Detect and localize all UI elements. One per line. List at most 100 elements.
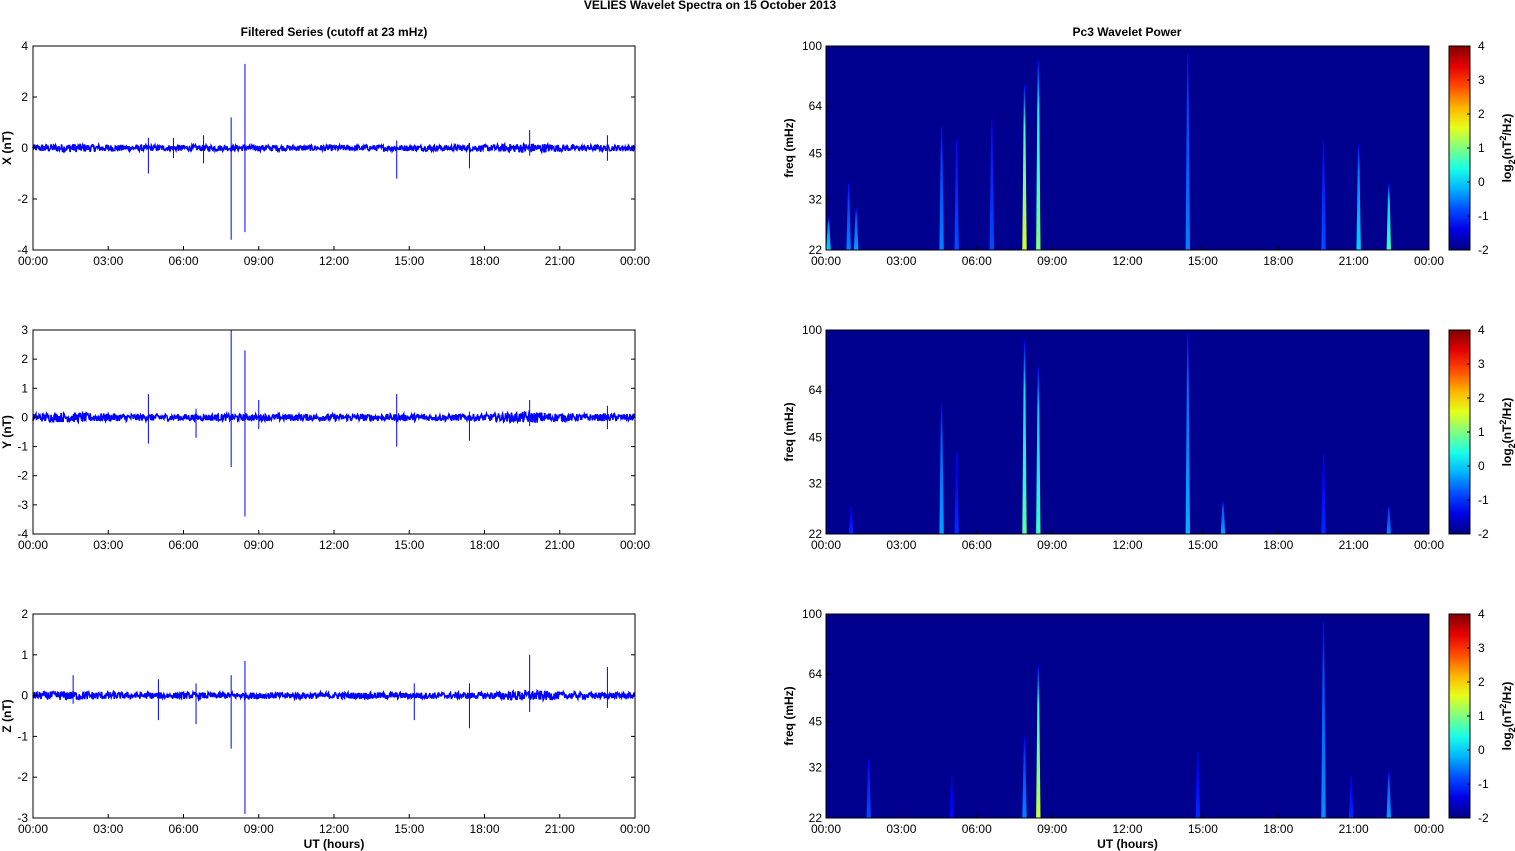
ytick-label: -4 [17,243,28,257]
power-streak-7 [1036,60,1041,251]
colorbar-tick-label: 0 [1478,175,1485,189]
colorbar-tick-label: 2 [1478,391,1485,405]
power-xtick-label: 15:00 [1188,254,1218,268]
colorbar-tick-label: 1 [1478,425,1485,439]
colorbar-tick-label: 2 [1478,107,1485,121]
power-xtick-label: 18:00 [1263,538,1293,552]
freq-tick-label: 22 [809,243,823,257]
power-streak-1 [949,776,954,818]
colorbar-label-part: log [1500,448,1514,466]
power-xtick-label: 03:00 [886,822,916,836]
ytick-label: -4 [17,527,28,541]
power-streak-8 [1386,506,1391,534]
freq-tick-label: 45 [809,431,823,445]
freq-tick-label: 100 [802,39,822,53]
power-streak-7 [1321,453,1326,534]
power-streak-5 [1321,620,1326,818]
power-background [826,46,1429,250]
power-streak-3 [939,126,944,250]
power-streak-1 [846,183,851,250]
power-background [826,330,1429,534]
power-xtick-label: 09:00 [1037,254,1067,268]
power-xtick-label: 00:00 [811,538,841,552]
power-streak-4 [1036,366,1041,534]
series-xtick-label: 12:00 [319,254,349,268]
series-xtick-label: 15:00 [394,538,424,552]
left-column-title: Filtered Series (cutoff at 23 mHz) [241,25,428,39]
freq-tick-label: 22 [809,811,823,825]
colorbar [1448,45,1471,251]
series-xtick-label: 21:00 [545,822,575,836]
ytick-label: -1 [17,729,28,743]
power-xtick-label: 12:00 [1112,822,1142,836]
power-xtick-label: 18:00 [1263,254,1293,268]
series-xtick-label: 09:00 [244,538,274,552]
ytick-label: 0 [21,410,28,424]
colorbar-label-part: log [1500,732,1514,750]
ytick-label: 2 [21,90,28,104]
colorbar-label-part: 2 [1507,727,1515,732]
colorbar-tick-label: 1 [1478,709,1485,723]
ytick-label: 0 [21,141,28,155]
series-xtick-label: 00:00 [18,254,48,268]
colorbar-tick-label: 4 [1478,607,1485,621]
colorbar-tick-label: -2 [1478,811,1489,825]
series-xtick-label: 12:00 [319,822,349,836]
series-trace-y [32,409,636,425]
power-xtick-label: 21:00 [1339,822,1369,836]
colorbar-label-part: 2 [1498,136,1508,141]
series-xtick-label: 18:00 [469,254,499,268]
power-streak-9 [1321,139,1326,250]
right-column-title: Pc3 Wavelet Power [1073,25,1182,39]
freq-axis-label: freq (mHz) [782,686,796,745]
series-xtick-label: 21:00 [545,538,575,552]
series-xtick-label: 21:00 [545,254,575,268]
power-background [826,614,1429,818]
series-xtick-label: 00:00 [18,822,48,836]
series-xtick-label: 03:00 [93,822,123,836]
power-streak-3 [1022,341,1027,534]
colorbar-tick-label: 0 [1478,743,1485,757]
colorbar-label-part: log [1500,164,1514,182]
power-streak-5 [1185,332,1190,534]
colorbar-label-part: 2 [1507,443,1515,448]
power-xtick-label: 18:00 [1263,822,1293,836]
colorbar-label-part: /Hz) [1500,682,1514,704]
power-streak-6 [1022,84,1027,250]
colorbar-label: log2(nT2/Hz) [1498,398,1515,467]
colorbar-label-part: 2 [1498,420,1508,425]
freq-tick-label: 64 [809,383,823,397]
power-xtick-label: 15:00 [1188,538,1218,552]
power-xtick-label: 06:00 [962,254,992,268]
series-xtick-label: 06:00 [168,822,198,836]
power-streak-8 [1185,52,1190,250]
power-streak-6 [1348,776,1354,818]
power-streak-0 [848,506,854,534]
power-streak-4 [954,139,959,250]
power-streak-5 [989,119,995,250]
power-xtick-label: 12:00 [1112,538,1142,552]
series-xtick-label: 15:00 [394,254,424,268]
freq-tick-label: 45 [809,715,823,729]
series-xtick-label: 18:00 [469,822,499,836]
colorbar-tick-label: 3 [1478,641,1485,655]
colorbar-tick-label: 4 [1478,323,1485,337]
freq-tick-label: 32 [809,761,823,775]
ytick-label: 3 [21,323,28,337]
series-trace-z [32,688,636,703]
colorbar [1448,329,1471,535]
series-xtick-label: 03:00 [93,254,123,268]
power-xtick-label: 00:00 [1414,538,1444,552]
y-axis-label: Y (nT) [0,415,14,449]
colorbar-tick-label: -1 [1478,209,1489,223]
freq-tick-label: 100 [802,323,822,337]
ytick-label: 4 [21,39,28,53]
freq-tick-label: 64 [809,667,823,681]
series-xtick-label: 00:00 [620,538,650,552]
freq-tick-label: 100 [802,607,822,621]
power-xtick-label: 00:00 [811,254,841,268]
colorbar-label-part: (nT [1500,708,1514,727]
freq-axis-label: freq (mHz) [782,118,796,177]
colorbar-label-part: /Hz) [1500,398,1514,420]
